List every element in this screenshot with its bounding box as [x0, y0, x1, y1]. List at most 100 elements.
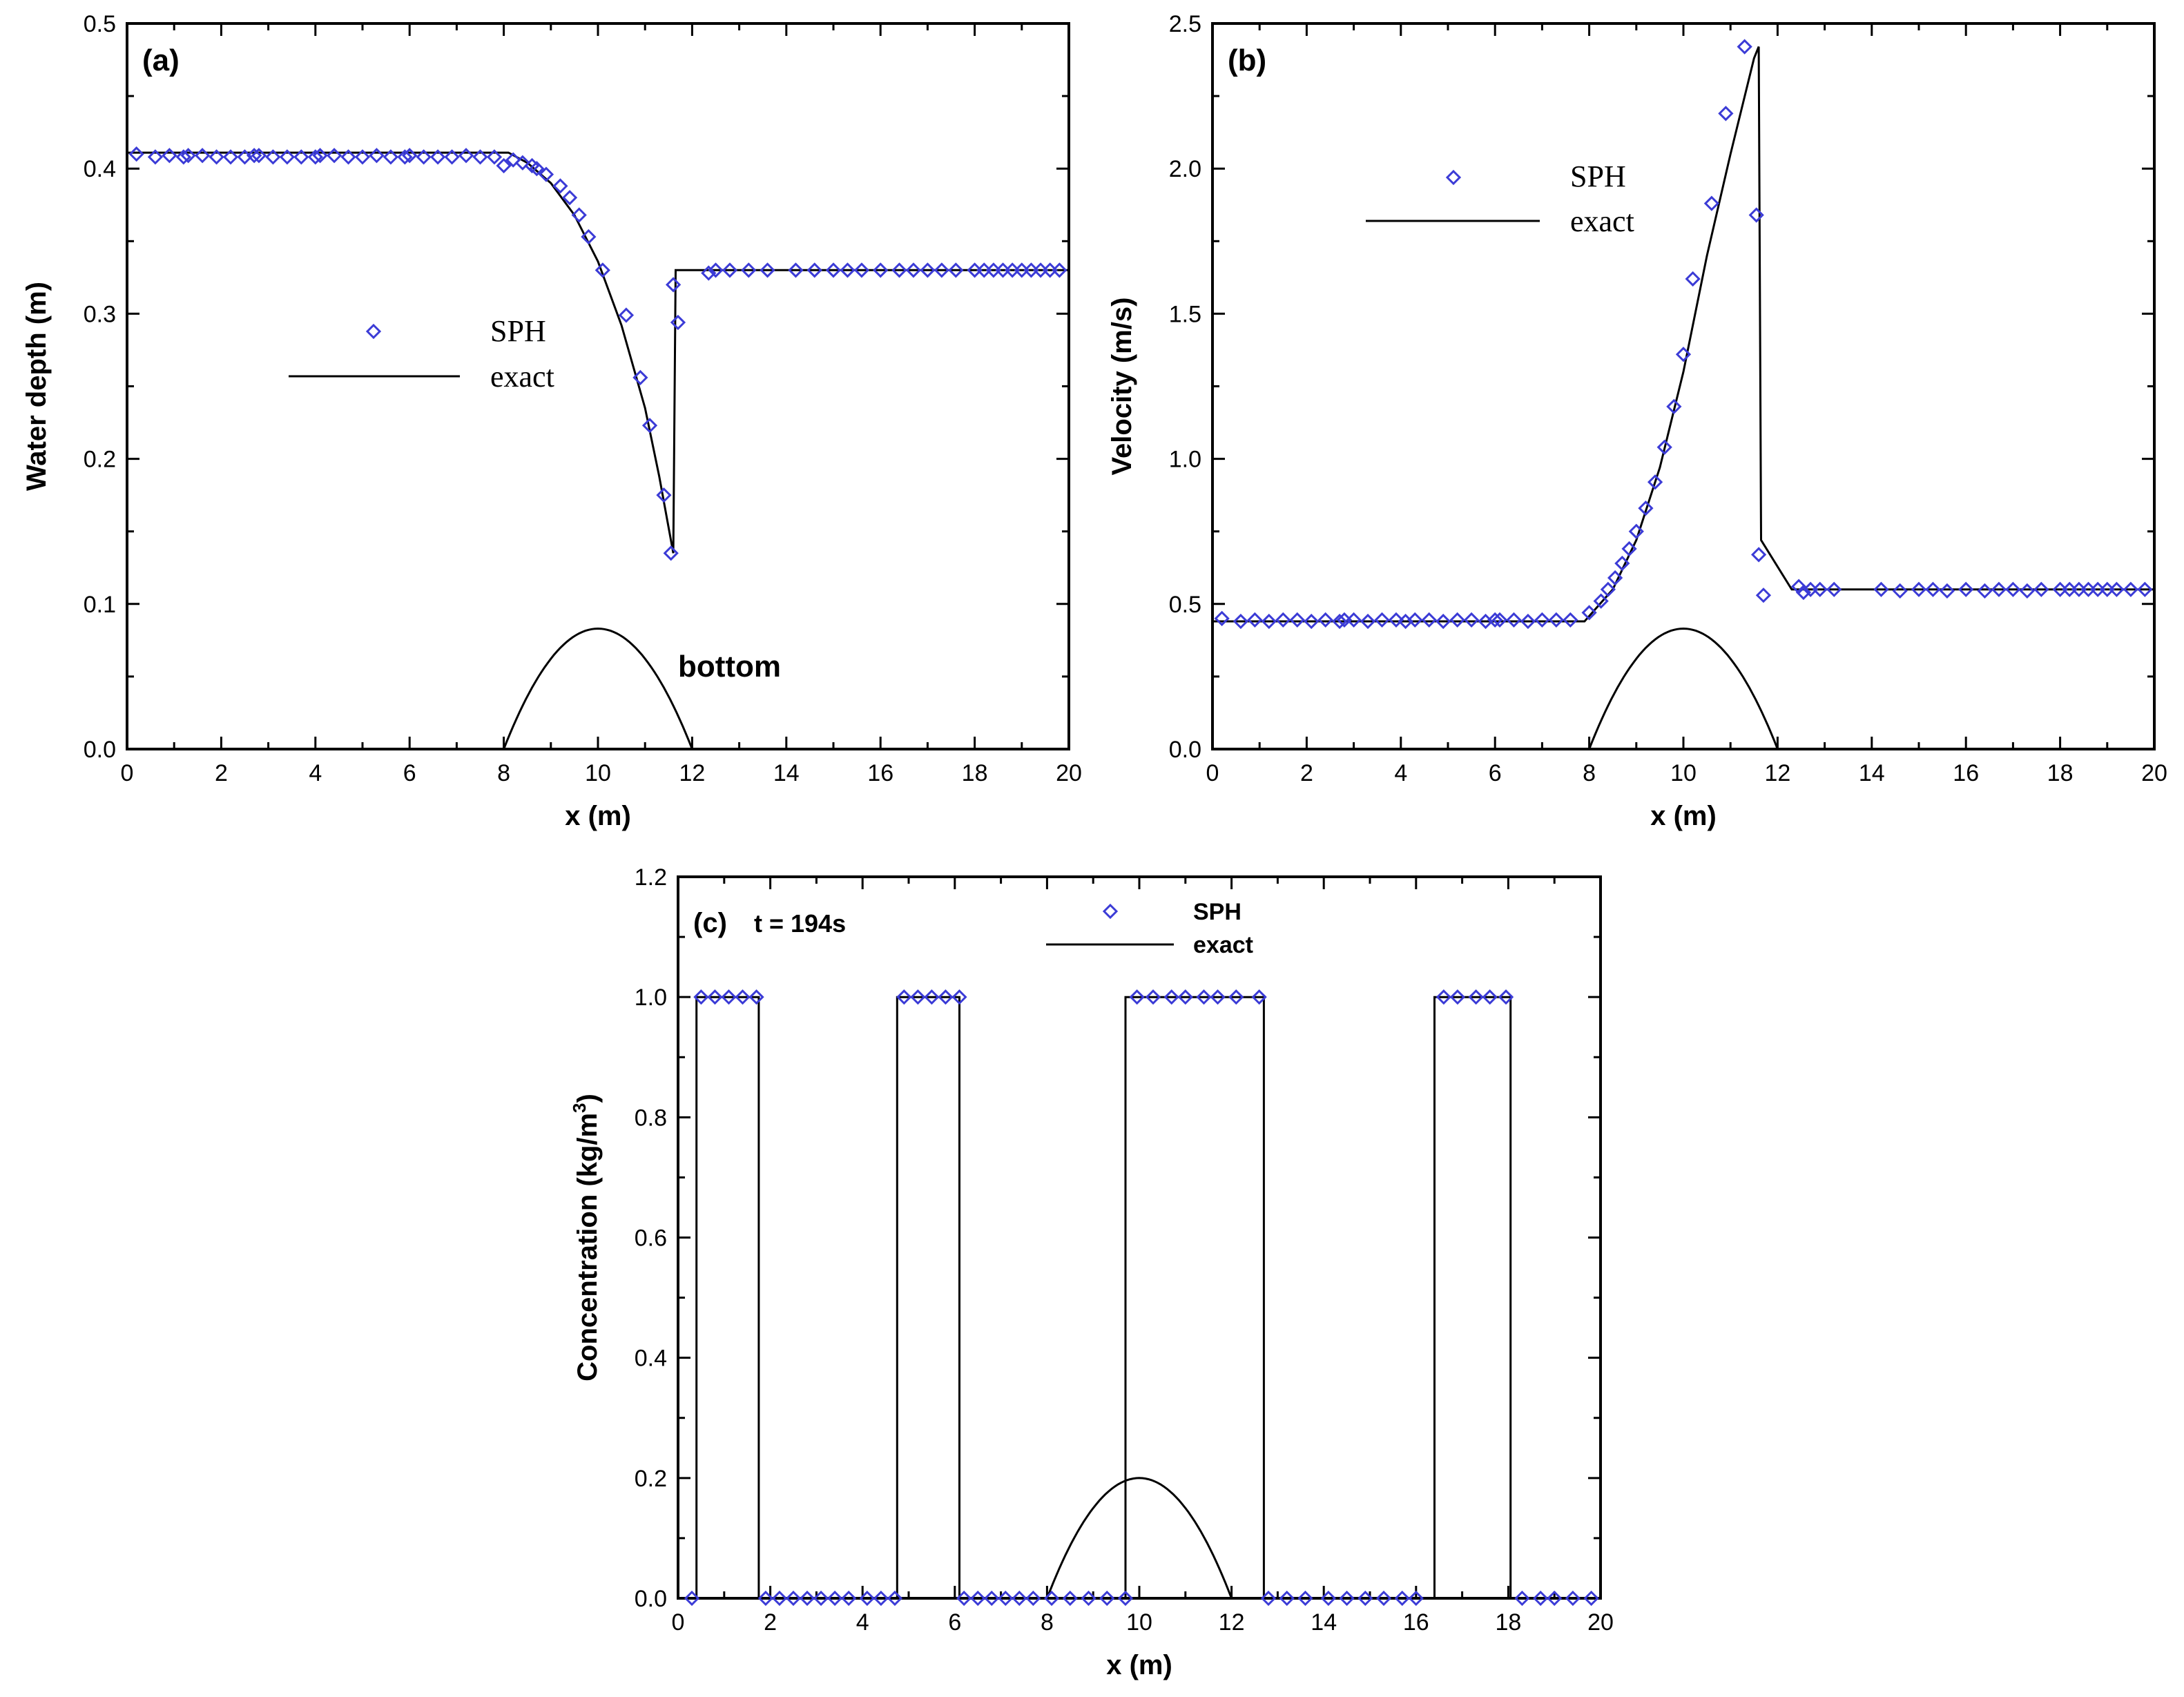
sph-point: [1991, 581, 2007, 597]
sph-point: [552, 178, 568, 194]
chart-panel-c: 0 2 4 6 8 10 12 14 16 18 20 0.0 0.2 0.4 0.6 0.8 1.0 1.2 x …: [569, 864, 1614, 1680]
sph-point: [748, 989, 764, 1005]
sph-point: [663, 545, 679, 561]
sph-point: [561, 190, 578, 206]
exact-series-line: [678, 996, 1601, 1600]
bottom-profile-line: [1588, 627, 1779, 750]
x-tick-label: 0: [672, 1609, 685, 1636]
legend-exact-label: exact: [1193, 932, 1253, 958]
sph-point: [841, 1590, 857, 1607]
sph-point: [984, 1590, 1000, 1607]
y-tick-label: 0.0: [84, 737, 116, 763]
x-axis-title: x (m): [1650, 801, 1717, 831]
sph-point: [472, 149, 488, 165]
sph-point: [896, 989, 912, 1005]
y-tick-label: 2.0: [1169, 156, 1201, 182]
plot-frame: [1211, 22, 2156, 750]
sph-point: [1506, 612, 1522, 628]
sph-point: [1025, 1590, 1041, 1607]
sph-point: [1210, 989, 1226, 1005]
sph-point: [670, 314, 686, 331]
sph-point: [397, 149, 413, 165]
x-tick-label: 8: [1583, 760, 1596, 786]
x-tick-label: 10: [1126, 1609, 1152, 1636]
sph-point: [1394, 1590, 1410, 1607]
y-tick-label: 0.2: [84, 447, 116, 473]
x-tick-label: 10: [1670, 760, 1697, 786]
sph-point: [887, 1590, 903, 1607]
sph-point: [665, 277, 682, 293]
chart-panel-a: 0 2 4 6 8 10 12 14 16 18 20 0.0 0.1 0.2 0.3 0.4 0.5 x (m)…: [21, 11, 1082, 831]
x-tick-label: 2: [1300, 760, 1313, 786]
sph-point: [222, 149, 239, 165]
sph-point: [1052, 262, 1067, 278]
sph-point: [840, 262, 856, 278]
sph-point: [1304, 613, 1320, 630]
sph-point: [1593, 593, 1609, 609]
sph-point: [1374, 612, 1390, 628]
sph-point: [873, 262, 889, 278]
sph-point: [1408, 1590, 1424, 1607]
sph-point: [1795, 584, 1812, 601]
sph-point: [1514, 1590, 1530, 1607]
y-axis-title: Water depth (m): [21, 282, 52, 491]
sph-point: [1388, 612, 1404, 628]
sph-point: [1621, 541, 1637, 557]
x-tick-label: 4: [309, 760, 322, 786]
x-tick-label: 12: [1764, 760, 1790, 786]
x-axis-title: x (m): [1106, 1650, 1172, 1680]
x-tick-label: 4: [1394, 760, 1407, 786]
y-tick-label: 1.2: [635, 864, 667, 891]
sph-point: [1375, 1590, 1392, 1607]
sph-point: [827, 1590, 843, 1607]
x-tick-label: 18: [962, 760, 988, 786]
x-tick-label: 6: [403, 760, 416, 786]
sph-point: [247, 148, 262, 164]
panel-label: (c): [693, 908, 727, 938]
sph-point: [1317, 612, 1333, 628]
sph-point: [175, 149, 191, 165]
exact-series-line: [1212, 46, 2154, 623]
sph-point: [1346, 612, 1362, 628]
x-tick-label: 18: [1495, 1609, 1521, 1636]
sph-point: [905, 262, 922, 278]
sph-point: [948, 262, 964, 278]
plot-frame: [126, 22, 1070, 750]
legend-sph-label: SPH: [1193, 899, 1241, 925]
sph-point: [128, 146, 144, 162]
sph-point: [632, 369, 648, 386]
time-label: t = 194s: [754, 909, 846, 938]
sph-point: [1297, 1590, 1313, 1607]
sph-point: [920, 262, 936, 278]
sph-point: [340, 149, 356, 165]
sph-point: [1656, 439, 1672, 455]
sph-point: [2033, 581, 2049, 597]
y-tick-label: 0.8: [635, 1105, 667, 1131]
sph-point: [2019, 583, 2035, 599]
sph-point: [293, 149, 309, 165]
sph-point: [934, 262, 949, 278]
sph-point: [859, 1590, 876, 1607]
sph-point: [641, 418, 658, 434]
x-tick-label: 2: [215, 760, 228, 786]
sph-point: [1129, 989, 1145, 1005]
sph-point: [1547, 1590, 1563, 1607]
sph-point: [806, 262, 822, 278]
bottom-profile-line: [1046, 1477, 1233, 1599]
sph-point: [1487, 612, 1503, 628]
sph-point: [1214, 610, 1230, 626]
sph-point: [162, 148, 177, 164]
sph-point: [1826, 581, 1842, 597]
sph-point: [571, 207, 587, 223]
x-tick-label: 16: [1953, 760, 1979, 786]
sph-point: [505, 152, 521, 168]
sph-point: [722, 262, 738, 278]
legend-sph-label: SPH: [1570, 159, 1626, 193]
legend-sph-marker: [1445, 169, 1462, 186]
sph-point: [496, 157, 512, 174]
sph-point: [1081, 1590, 1096, 1607]
sph-point: [369, 148, 385, 164]
sph-point: [735, 989, 751, 1005]
sph-point: [1491, 612, 1508, 628]
x-tick-label: 12: [679, 760, 705, 786]
